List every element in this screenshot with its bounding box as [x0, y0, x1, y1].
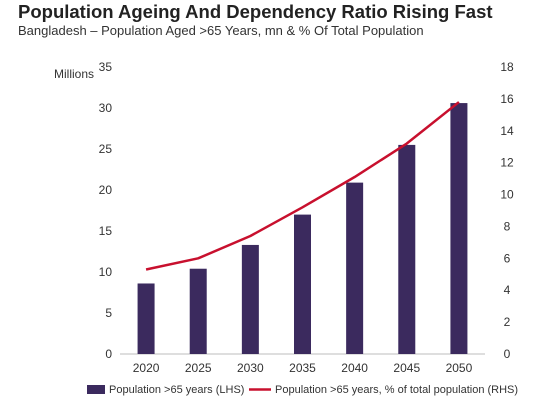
y-axis-left-label: Millions: [54, 67, 94, 81]
x-tick-label: 2045: [393, 361, 420, 375]
y-right-tick-label: 12: [500, 156, 514, 170]
bar: [346, 182, 364, 354]
x-tick-label: 2030: [237, 361, 264, 375]
legend: Population >65 years (LHS) Population >6…: [87, 384, 518, 396]
y-right-tick-label: 14: [500, 124, 514, 138]
bar-series: [137, 103, 468, 354]
bar: [398, 144, 416, 354]
x-tick-label: 2035: [289, 361, 316, 375]
y-right-tick-label: 6: [504, 251, 511, 265]
legend-swatch-bars: [87, 385, 105, 394]
y-axis-left: 0 5 10 15 20 25 30 35: [99, 60, 113, 361]
chart-subtitle: Bangladesh – Population Aged >65 Years, …: [18, 23, 424, 38]
y-right-tick-label: 4: [504, 283, 511, 297]
bar: [450, 103, 468, 354]
y-right-tick-label: 2: [504, 315, 511, 329]
y-axis-right: 0 2 4 6 8 10 12 14 16 18: [500, 60, 514, 361]
bar: [137, 283, 155, 354]
x-tick-label: 2025: [185, 361, 212, 375]
y-right-tick-label: 18: [500, 60, 514, 74]
y-left-tick-label: 30: [99, 101, 113, 115]
y-left-tick-label: 25: [99, 142, 113, 156]
legend-label-line: Population >65 years, % of total populat…: [275, 384, 518, 396]
y-left-tick-label: 35: [99, 60, 113, 74]
y-right-tick-label: 16: [500, 92, 514, 106]
x-tick-label: 2020: [133, 361, 160, 375]
bar: [294, 214, 311, 354]
y-right-tick-label: 10: [500, 188, 514, 202]
chart-title: Population Ageing And Dependency Ratio R…: [18, 1, 493, 22]
x-tick-label: 2040: [341, 361, 368, 375]
y-left-tick-label: 10: [99, 265, 113, 279]
x-tick-label: 2050: [446, 361, 473, 375]
legend-label-bars: Population >65 years (LHS): [109, 384, 244, 396]
y-left-tick-label: 5: [105, 306, 112, 320]
line-path: [145, 101, 460, 271]
y-right-tick-label: 0: [504, 347, 511, 361]
y-right-tick-label: 8: [504, 219, 511, 233]
y-left-tick-label: 15: [99, 224, 113, 238]
y-left-tick-label: 0: [105, 347, 112, 361]
bar: [189, 268, 207, 354]
line-series: [145, 101, 460, 271]
y-left-tick-label: 20: [99, 183, 113, 197]
x-axis: 2020 2025 2030 2035 2040 2045 2050: [133, 361, 473, 375]
bar: [241, 244, 259, 354]
